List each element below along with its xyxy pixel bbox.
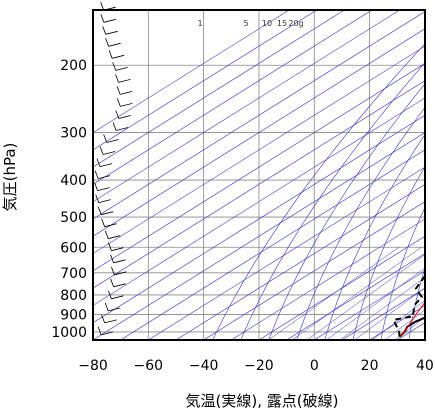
isotherm [93,80,425,289]
mixing-ratio-line [371,299,425,340]
parcel-line [399,301,425,338]
dry-adiabat [352,165,425,340]
isotherm [148,166,425,340]
dry-adiabat [324,133,425,340]
isotherm [93,10,373,185]
x-tick-label: −80 [78,358,108,374]
x-tick-label: 40 [416,358,434,374]
x-axis-label: 気温(実線), 露点(破線) [186,392,339,410]
dry-adiabat [268,83,425,340]
y-tick-labels: 1002003004005006007008009001000 [51,58,87,341]
x-tick-label: −40 [189,358,219,374]
isotherm [93,62,425,272]
isotherm [93,45,425,254]
isotherm [93,132,425,340]
isotherm [93,10,345,168]
grid [92,10,426,340]
isotherm [341,287,425,340]
dry-adiabat [296,106,425,340]
x-tick-labels: −80 −60 −40 −20 0 20 40 [78,358,434,374]
isotherm [93,10,290,133]
y-tick-label: 400 [60,173,87,189]
dewpoint-line [392,274,425,337]
mixing-ratio-line [339,276,425,340]
isotherm [286,253,425,340]
plot-frame [92,9,426,341]
isotherm [175,184,425,340]
isotherm [93,10,318,151]
mixing-ratio-label: 1 [197,19,202,28]
isotherm [93,114,425,324]
mixing-ratio-labels: 1 5 10 15 20g [197,19,303,28]
dry-adiabat [212,43,425,340]
isotherm [258,235,425,340]
y-tick-label: 600 [60,240,87,256]
dry-adiabat [240,62,425,340]
isotherm [120,149,425,340]
y-tick-label: 500 [60,210,87,226]
isotherm [93,10,401,203]
wind-barbs [94,2,133,336]
x-tick-label: −20 [244,358,274,374]
y-tick-label: 1000 [51,325,87,341]
mixing-ratio-label: 20g [288,19,303,28]
x-tick-label: 20 [361,358,379,374]
mixing-ratio-label: 15 [277,19,287,28]
isotherm [231,218,425,340]
mixing-ratio-line [394,316,425,340]
guide-lines [93,10,425,340]
mixing-ratio-label: 5 [243,19,248,28]
mixing-ratio-line [354,287,425,340]
mixing-ratio-line [268,247,400,340]
isotherm [424,339,425,340]
x-tick-label: −60 [134,358,164,374]
y-tick-label: 900 [60,307,87,323]
mixing-ratio-line [306,254,425,340]
y-tick-label: 800 [60,288,87,304]
isotherm [93,28,425,237]
y-tick-label: 700 [60,266,87,282]
mixing-ratio-line [292,247,422,340]
y-axis-label: 気圧(hPa) [1,143,19,212]
mixing-ratio-line [326,267,425,340]
dry-adiabat [408,266,425,340]
y-tick-label: 300 [60,125,87,141]
isotherm [314,270,425,340]
mixing-ratio-line [384,309,425,340]
x-tick-label: 0 [310,358,319,374]
isotherm [93,11,425,220]
dry-adiabat [380,206,425,340]
isotherm [93,97,425,306]
wind-barb [94,2,133,336]
y-tick-label: 200 [60,58,87,74]
isotherm [203,201,425,340]
mixing-ratio-label: 10 [262,19,272,28]
